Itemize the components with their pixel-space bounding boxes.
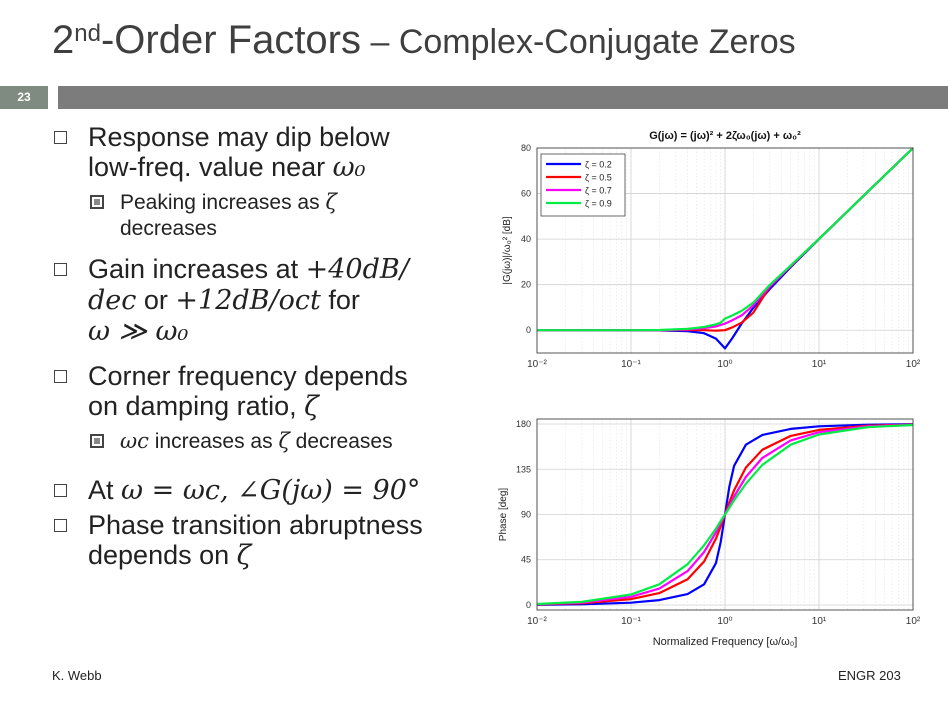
y-tick-label: 20 <box>521 280 531 290</box>
bullet-box-icon <box>54 263 67 276</box>
x-tick-label: 10⁰ <box>717 616 732 627</box>
slide-title: 2nd-Order Factors – Complex-Conjugate Ze… <box>52 18 796 63</box>
y-tick-label: 40 <box>521 234 531 244</box>
bullet-3a-omega-c: ωc <box>120 429 149 453</box>
title-subtitle: Complex-Conjugate Zeros <box>398 23 796 61</box>
x-tick-label: 10⁻¹ <box>621 616 641 627</box>
x-tick-label: 10⁻¹ <box>621 359 641 370</box>
bullet-2-rate2: dec <box>88 285 137 316</box>
bullet-box-icon <box>54 131 67 144</box>
bullet-2-line1: Gain increases at <box>88 254 306 284</box>
slide-number: 23 <box>0 86 48 109</box>
bullet-5-zeta: ζ <box>236 540 252 571</box>
y-tick-label: 135 <box>516 464 531 474</box>
phase-plot: 10⁻² 10⁻¹ 10⁰ 10¹ 10² 0 45 90 135 180 Phase [deg] N… <box>498 418 921 648</box>
bullet-box-icon <box>54 484 67 497</box>
x-tick-label: 10⁻² <box>527 616 547 627</box>
bullet-1-omega0: ω₀ <box>332 152 366 183</box>
bullet-3a-end: decreases <box>289 430 393 453</box>
bullet-3a-zeta: ζ <box>278 429 290 453</box>
bullet-1-line2: low-freq. value near <box>88 152 333 182</box>
bullet-2-for: for <box>320 285 360 315</box>
title-dash: – <box>361 23 399 61</box>
sub-bullet-box-icon <box>90 195 104 209</box>
bullet-2-rate1: +40dB/ <box>305 254 409 285</box>
footer-author: K. Webb <box>52 668 102 683</box>
bullet-list: Response may dip below low-freq. value n… <box>52 122 472 571</box>
axis-frame <box>536 418 914 611</box>
bullet-box-icon <box>54 370 67 383</box>
bullet-3-line1: Corner frequency depends <box>88 361 408 391</box>
y-tick-label: 0 <box>526 325 531 335</box>
series-line-0.9 <box>537 147 914 332</box>
y-tick-label: 80 <box>521 143 531 153</box>
x-tick-label: 10¹ <box>812 359 827 370</box>
series-line-0.9 <box>536 423 914 606</box>
y-tick-label: 90 <box>521 510 531 520</box>
title-main: -Order Factors <box>100 18 361 62</box>
legend-label: ζ = 0.7 <box>585 186 612 196</box>
x-tick-label: 10² <box>906 359 921 370</box>
bullet-3a: ωc increases as ζ decreases <box>52 428 472 455</box>
x-tick-label: 10⁻² <box>527 359 547 370</box>
bullet-2-rate3: +12dB/oct <box>175 285 321 316</box>
bullet-1a-zeta: ζ <box>325 190 337 214</box>
magnitude-plot: 10⁻² 10⁻¹ 10⁰ 10¹ 10² 0 20 40 60 80 |G(jω)|/ω₀² [d… <box>502 130 921 370</box>
y-tick-label: 180 <box>516 419 531 429</box>
bullet-3a-text: increases as <box>148 430 279 453</box>
bullet-4-equation: ω = ωc, ∠G(jω) = 90° <box>121 475 421 506</box>
bullet-1a-line1: Peaking increases as <box>120 191 326 214</box>
bullet-3: Corner frequency depends on damping rati… <box>52 361 472 422</box>
title-prefix: 2 <box>52 18 75 62</box>
bullet-3-zeta: ζ <box>304 391 319 422</box>
legend-label: ζ = 0.5 <box>585 173 612 183</box>
title-rule-bar <box>58 86 948 109</box>
legend-label: ζ = 0.9 <box>585 199 612 209</box>
y-axis-label: Phase [deg] <box>498 488 509 542</box>
bullet-1a-line2: decreases <box>120 217 217 240</box>
bullet-2-or: or <box>136 285 176 315</box>
bullet-5-line1: Phase transition abruptness <box>88 510 423 540</box>
bullet-4: At ω = ωc, ∠G(jω) = 90° <box>52 475 472 506</box>
bullet-3-line2: on damping ratio, <box>88 391 305 421</box>
bullet-1: Response may dip below low-freq. value n… <box>52 122 472 183</box>
y-tick-label: 60 <box>521 189 531 199</box>
bullet-1a: Peaking increases as ζ decreases <box>52 189 472 242</box>
y-tick-label: 45 <box>521 555 531 565</box>
bullet-box-icon <box>54 519 67 532</box>
legend-label: ζ = 0.2 <box>585 160 612 170</box>
y-axis-label: |G(jω)|/ω₀² [dB] <box>502 216 513 285</box>
x-axis-label: Normalized Frequency [ω/ω₀] <box>653 636 798 648</box>
bullet-2-condition: ω ≫ ω₀ <box>88 316 189 347</box>
bullet-2: Gain increases at +40dB/ dec or +12dB/oc… <box>52 254 472 347</box>
footer-course: ENGR 203 <box>838 668 901 683</box>
x-tick-label: 10² <box>906 616 921 627</box>
bullet-1-line1: Response may dip below <box>88 122 390 152</box>
y-tick-label: 0 <box>526 600 531 610</box>
chart-title: G(jω) = (jω)² + 2ζω₀(jω) + ω₀² <box>649 130 801 142</box>
title-superscript: nd <box>74 20 101 47</box>
x-tick-label: 10⁰ <box>717 359 732 370</box>
axis-frame <box>536 147 914 354</box>
sub-bullet-box-icon <box>90 434 104 448</box>
bullet-5-line2: depends on <box>88 540 237 570</box>
bullet-5: Phase transition abruptness depends on ζ <box>52 510 472 571</box>
x-tick-label: 10¹ <box>812 616 827 627</box>
bullet-4-at: At <box>88 475 122 505</box>
